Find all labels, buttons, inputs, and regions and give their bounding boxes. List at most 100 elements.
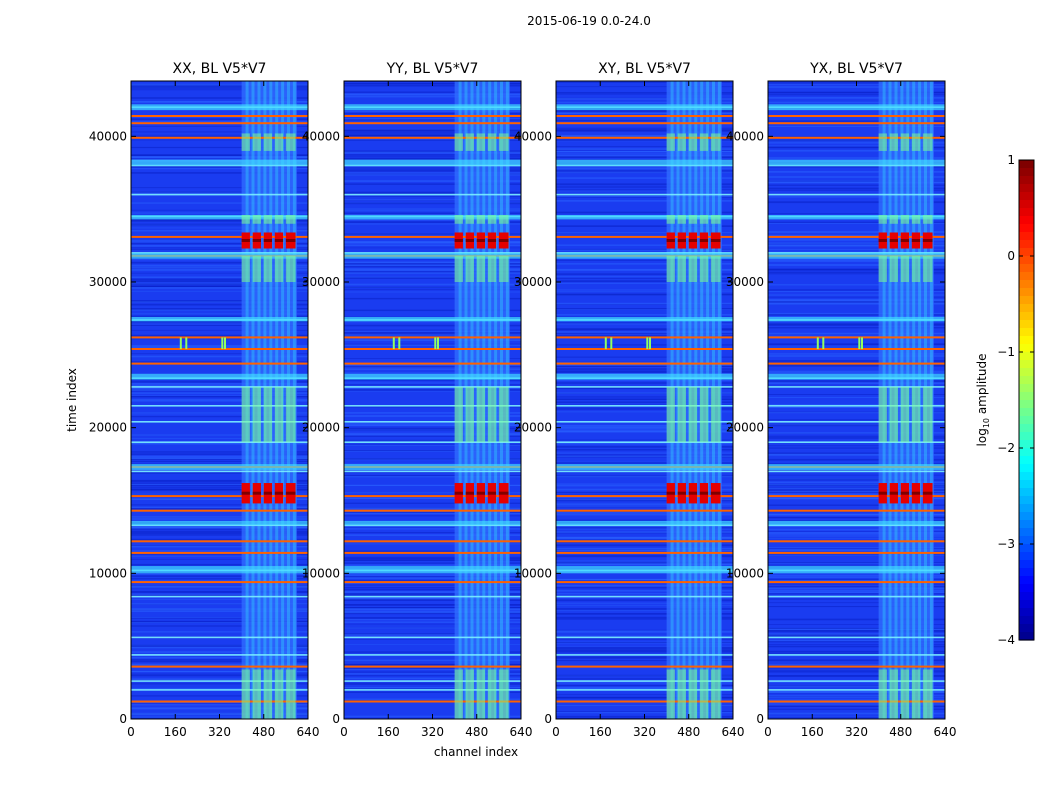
- rfi-block: [699, 215, 709, 224]
- noise-streak: [556, 127, 733, 129]
- y-tick-label: 30000: [726, 275, 764, 289]
- noise-streak: [556, 599, 733, 602]
- colorbar-segment: [1019, 168, 1034, 177]
- noise-streak: [768, 591, 945, 593]
- noise-streak: [556, 499, 733, 502]
- noise-streak: [344, 558, 521, 559]
- noise-streak: [556, 461, 733, 463]
- colorbar-tick-label: −2: [997, 441, 1015, 455]
- noise-streak: [344, 484, 521, 486]
- rfi-line-strong: [556, 509, 733, 512]
- y-tick-label: 0: [544, 712, 552, 726]
- noise-streak: [556, 424, 733, 427]
- noise-streak: [768, 447, 945, 449]
- noise-streak: [344, 343, 521, 345]
- rfi-band-horizontal: [556, 566, 733, 574]
- noise-streak: [131, 534, 308, 536]
- rfi-line-weak: [344, 689, 521, 691]
- noise-streak: [768, 641, 945, 643]
- noise-streak: [556, 442, 733, 445]
- noise-streak: [131, 438, 308, 439]
- rfi-block: [498, 255, 509, 283]
- colorbar-tick-label: −3: [997, 537, 1015, 551]
- noise-streak: [131, 608, 308, 610]
- x-tick-label: 320: [633, 725, 656, 739]
- noise-streak: [768, 181, 945, 183]
- noise-streak: [768, 101, 945, 104]
- noise-streak: [768, 406, 945, 408]
- noise-streak: [131, 657, 308, 659]
- rfi-line-weak: [344, 441, 521, 443]
- noise-streak: [344, 458, 521, 460]
- noise-streak: [556, 177, 733, 179]
- rfi-band-horizontal: [768, 104, 945, 111]
- noise-streak: [556, 409, 733, 410]
- colorbar-segment: [1019, 416, 1034, 425]
- noise-streak: [131, 416, 308, 418]
- noise-streak: [768, 497, 945, 500]
- noise-streak: [556, 631, 733, 633]
- rfi-spike: [816, 337, 819, 350]
- rfi-block: [252, 386, 261, 443]
- noise-streak: [344, 91, 521, 93]
- rfi-block: [710, 669, 721, 719]
- rfi-line-strong: [768, 348, 945, 350]
- colorbar-segment: [1019, 408, 1034, 417]
- noise-streak: [768, 239, 945, 240]
- noise-streak: [556, 379, 733, 381]
- noise-streak: [344, 264, 521, 267]
- rfi-block: [252, 255, 261, 283]
- noise-streak: [344, 202, 521, 205]
- rfi-line-strong: [768, 509, 945, 512]
- noise-streak: [768, 97, 945, 99]
- noise-streak: [131, 483, 308, 485]
- noise-streak: [344, 471, 521, 473]
- noise-streak: [131, 489, 308, 491]
- colorbar-segment: [1019, 264, 1034, 273]
- noise-streak: [768, 578, 945, 581]
- noise-streak: [556, 92, 733, 94]
- noise-streak: [556, 449, 733, 451]
- noise-streak: [344, 677, 521, 680]
- noise-streak: [768, 618, 945, 621]
- x-tick-label: 160: [164, 725, 187, 739]
- noise-streak: [131, 660, 308, 663]
- colorbar-segment: [1019, 240, 1034, 249]
- noise-streak: [131, 482, 308, 484]
- noise-streak: [768, 487, 945, 489]
- rfi-spike: [610, 337, 613, 350]
- rfi-line-strong: [556, 362, 733, 365]
- noise-streak: [344, 221, 521, 223]
- rfi-band-horizontal: [556, 316, 733, 322]
- noise-streak: [556, 356, 733, 358]
- noise-streak: [344, 94, 521, 96]
- noise-streak: [556, 167, 733, 170]
- rfi-band-horizontal: [344, 159, 521, 166]
- rfi-line-weak: [768, 421, 945, 423]
- noise-streak: [556, 635, 733, 637]
- noise-streak: [131, 687, 308, 690]
- rfi-block: [487, 215, 497, 224]
- noise-streak: [131, 678, 308, 680]
- y-tick-label: 20000: [514, 421, 552, 435]
- rfi-line-strong: [344, 665, 521, 668]
- noise-streak: [344, 608, 521, 611]
- noise-streak: [768, 490, 945, 492]
- noise-streak: [768, 606, 945, 608]
- rfi-block-core: [454, 491, 463, 495]
- colorbar-segment: [1019, 216, 1034, 225]
- x-tick-label: 640: [297, 725, 320, 739]
- x-tick-label: 320: [421, 725, 444, 739]
- noise-streak: [131, 707, 308, 709]
- noise-streak: [344, 119, 521, 122]
- noise-streak: [344, 173, 521, 175]
- noise-streak: [768, 692, 945, 693]
- rfi-block: [699, 255, 709, 283]
- noise-streak: [131, 586, 308, 587]
- noise-streak: [556, 119, 733, 122]
- noise-streak: [344, 638, 521, 640]
- rfi-line-strong: [768, 581, 945, 584]
- rfi-band-horizontal: [131, 373, 308, 380]
- noise-streak: [344, 463, 521, 465]
- rfi-block-core: [498, 491, 509, 495]
